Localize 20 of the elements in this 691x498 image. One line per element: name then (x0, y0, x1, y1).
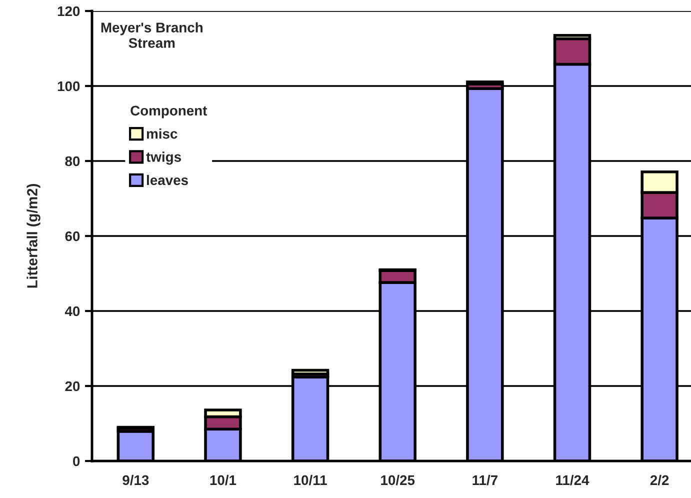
x-tick-label: 2/2 (650, 474, 669, 486)
y-tick-label: 0 (73, 456, 80, 466)
y-tick-label: 120 (58, 6, 80, 16)
legend-label: twigs (146, 152, 181, 165)
text: Meyer's Branch Stream (101, 22, 202, 48)
x-tick-label: 9/13 (122, 474, 149, 486)
y-tick-label: 100 (58, 81, 80, 92)
y-tick-label: 80 (65, 156, 80, 166)
y-axis-title: Litterfall (g/m2) (26, 184, 40, 288)
y-tick-label: 20 (65, 381, 80, 392)
legend-label: leaves (147, 174, 188, 186)
x-tick-label: 10/1 (210, 474, 236, 486)
legend-label: misc (146, 128, 178, 139)
x-tick-label: 11/24 (556, 474, 590, 486)
y-tick-label: 40 (64, 306, 80, 316)
x-tick-label: 10/11 (294, 474, 327, 486)
x-tick-label: 11/7 (472, 474, 498, 486)
x-tick-label: 10/25 (381, 474, 415, 486)
legend-title: Component (130, 106, 208, 118)
y-tick-label: 60 (65, 231, 80, 242)
